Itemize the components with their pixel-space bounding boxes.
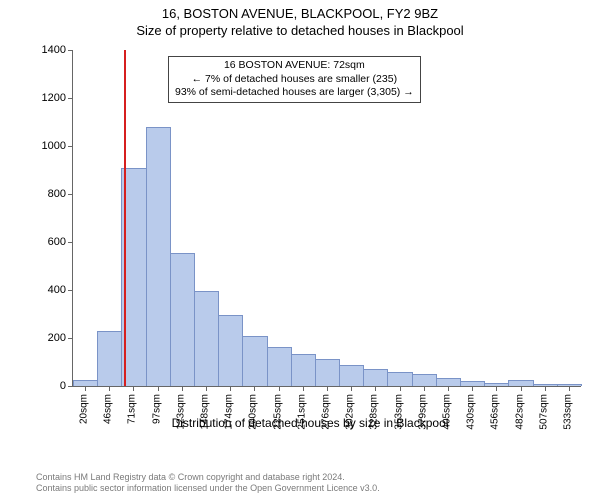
histogram-bar — [339, 365, 364, 386]
info-line-2: ← 7% of detached houses are smaller (235… — [175, 73, 414, 87]
histogram-bar — [194, 291, 219, 386]
histogram-bar — [436, 378, 461, 386]
x-tick — [327, 386, 328, 391]
y-tick — [68, 338, 73, 339]
footer-line-2: Contains public sector information licen… — [36, 483, 380, 494]
y-tick — [68, 242, 73, 243]
x-tick — [521, 386, 522, 391]
x-tick — [206, 386, 207, 391]
y-tick — [68, 386, 73, 387]
x-axis-label: Distribution of detached houses by size … — [36, 416, 584, 430]
page-title-address: 16, BOSTON AVENUE, BLACKPOOL, FY2 9BZ — [0, 0, 600, 21]
x-tick — [496, 386, 497, 391]
plot-region: 16 BOSTON AVENUE: 72sqm ← 7% of detached… — [72, 50, 581, 387]
y-tick-label: 400 — [26, 284, 66, 296]
info-box: 16 BOSTON AVENUE: 72sqm ← 7% of detached… — [168, 56, 421, 103]
x-tick — [182, 386, 183, 391]
page-subtitle: Size of property relative to detached ho… — [0, 21, 600, 38]
histogram-bar — [242, 336, 267, 386]
info-line-3: 93% of semi-detached houses are larger (… — [175, 86, 414, 100]
y-tick-label: 1200 — [26, 92, 66, 104]
histogram-bar — [170, 253, 195, 386]
histogram-bar — [218, 315, 243, 386]
footer-line-1: Contains HM Land Registry data © Crown c… — [36, 472, 380, 483]
x-tick — [448, 386, 449, 391]
x-tick — [254, 386, 255, 391]
y-tick — [68, 194, 73, 195]
chart-area: Number of detached properties 16 BOSTON … — [36, 46, 584, 426]
histogram-bar — [291, 354, 316, 386]
x-tick — [424, 386, 425, 391]
x-tick — [569, 386, 570, 391]
x-tick — [303, 386, 304, 391]
y-tick-label: 1000 — [26, 140, 66, 152]
y-tick-label: 200 — [26, 332, 66, 344]
histogram-bar — [363, 369, 388, 386]
y-tick — [68, 146, 73, 147]
histogram-bar — [97, 331, 122, 386]
x-tick — [85, 386, 86, 391]
histogram-bar — [387, 372, 412, 386]
x-tick — [375, 386, 376, 391]
x-tick — [351, 386, 352, 391]
x-tick — [133, 386, 134, 391]
histogram-bar — [267, 347, 292, 386]
y-tick-label: 0 — [26, 380, 66, 392]
histogram-bar — [146, 127, 171, 386]
y-tick-label: 600 — [26, 236, 66, 248]
x-tick — [158, 386, 159, 391]
y-tick-label: 1400 — [26, 44, 66, 56]
info-line-1: 16 BOSTON AVENUE: 72sqm — [175, 59, 414, 73]
y-tick — [68, 50, 73, 51]
x-tick — [230, 386, 231, 391]
y-tick-label: 800 — [26, 188, 66, 200]
x-tick — [545, 386, 546, 391]
x-tick — [472, 386, 473, 391]
histogram-bar — [315, 359, 340, 386]
property-marker-line — [124, 50, 126, 386]
histogram-bar — [412, 374, 437, 386]
x-tick — [109, 386, 110, 391]
y-tick — [68, 98, 73, 99]
footer-attribution: Contains HM Land Registry data © Crown c… — [36, 472, 380, 495]
y-tick — [68, 290, 73, 291]
x-tick — [400, 386, 401, 391]
x-tick — [279, 386, 280, 391]
